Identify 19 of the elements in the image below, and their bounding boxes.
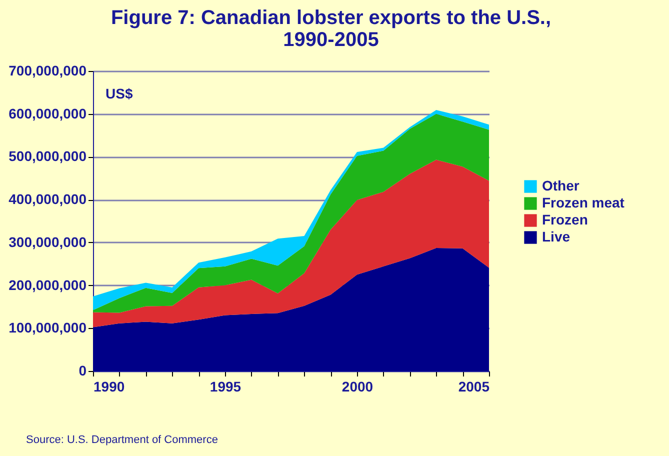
legend-label: Live xyxy=(542,228,570,244)
y-tick-label: 200,000,000 xyxy=(8,276,87,293)
y-tick-label: 600,000,000 xyxy=(8,105,87,122)
y-axis-title: US$ xyxy=(106,86,133,102)
x-tick-label: 1995 xyxy=(210,378,242,394)
x-tick-label: 2000 xyxy=(342,378,374,394)
x-tick-label: 1990 xyxy=(94,378,125,394)
y-tick-label: 100,000,000 xyxy=(8,320,87,336)
legend-label: Other xyxy=(542,178,580,194)
chart-title: Figure 7: Canadian lobster exports to the U.S., 1990-2005 xyxy=(110,7,552,51)
source-note: Source: U.S. Department of Commerce xyxy=(26,434,218,446)
y-tick-label: 300,000,000 xyxy=(8,234,87,250)
y-tick-label: 500,000,000 xyxy=(8,148,87,164)
legend-label: Frozen xyxy=(542,212,588,228)
y-tick-label: 0 xyxy=(78,362,87,378)
y-tick-label: 400,000,000 xyxy=(8,191,87,208)
x-tick-label: 2005 xyxy=(458,378,490,394)
y-tick-label: 700,000,000 xyxy=(8,62,87,78)
legend-label: Frozen meat xyxy=(542,194,625,210)
